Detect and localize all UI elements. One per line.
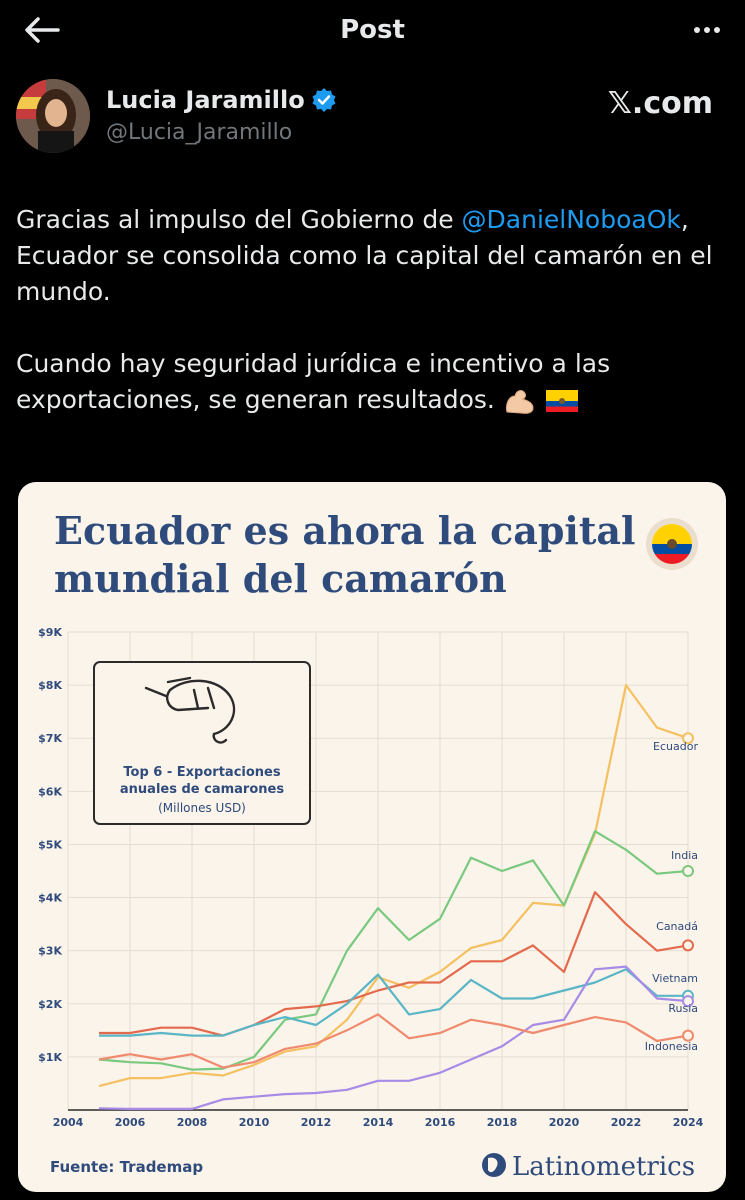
latinometrics-logo: Latinometrics [482,1152,695,1182]
y-tick-label: $7K [38,732,62,745]
avatar-image [16,79,90,153]
back-arrow-icon[interactable] [22,14,62,46]
y-tick-label: $2K [38,998,62,1011]
series-label-rusia: Rusia [668,1002,698,1015]
x-tick-label: 2012 [301,1116,332,1129]
x-tick-label: 2004 [53,1116,84,1129]
legend-title-line-1: Top 6 - Exportaciones [123,765,280,780]
author-handle[interactable]: @Lucia_Jaramillo [106,120,293,145]
y-tick-label: $3K [38,945,62,958]
legend-title-line-2: anuales de camarones [120,782,284,797]
shrimp-icon [144,676,236,744]
brand-name: Latinometrics [512,1152,695,1182]
x-tick-label: 2018 [487,1116,518,1129]
series-end-marker-ecuador [682,732,694,745]
post-paragraph-1: Gracias al impulso del Gobierno de @Dani… [16,205,713,306]
series-label-ecuador: Ecuador [653,740,698,753]
series-label-indonesia: Indonesia [645,1040,698,1053]
chart-title-line-1: Ecuador es ahora la capital [54,508,635,553]
y-tick-label: $1K [38,1051,62,1064]
top-bar: Post [0,0,745,60]
legend-unit: (Millones USD) [158,801,246,815]
mention-link[interactable]: @DanielNoboaOk [461,205,681,234]
ecuador-flag-icon [545,390,578,412]
post-paragraph-2: Cuando hay seguridad jurídica e incentiv… [16,349,611,414]
y-tick-label: $6K [38,785,62,798]
x-tick-label: 2014 [363,1116,394,1129]
x-tick-label: 2016 [425,1116,456,1129]
source-note: Fuente: Trademap [50,1158,203,1176]
more-options-icon[interactable] [687,14,727,46]
flexed-biceps-icon [505,390,534,414]
post-text: Gracias al impulso del Gobierno de @Dani… [16,202,731,418]
series-line-indonesia [98,1013,689,1069]
y-tick-label: $5K [38,838,62,851]
x-tick-label: 2024 [673,1116,704,1129]
x-tick-label: 2008 [177,1116,208,1129]
x-tick-label: 2020 [549,1116,580,1129]
shrimp-exports-chart: Ecuador es ahora la capital mundial del … [38,508,704,1182]
x-axis: 2004 2006 2008 2010 2012 2014 2016 2018 2020 2022… [53,1109,704,1129]
series-line-rusia [98,965,689,1111]
x-tick-label: 2022 [611,1116,642,1129]
verified-badge-icon [312,88,336,112]
series-end-marker-canada [682,939,694,952]
ecuador-flag-badge-icon [646,518,698,570]
series-labels: Ecuador India Canadá Vietnam Rusia Indonesia [645,740,699,1053]
series-line-india [98,830,689,1071]
series-end-marker-rusia [682,995,694,1008]
legend-box: Top 6 - Exportaciones anuales de camaron… [93,661,311,825]
y-tick-label: $8K [38,679,62,692]
series-end-marker-india [682,865,694,877]
x-tick-label: 2006 [115,1116,146,1129]
infographic-card[interactable]: Ecuador es ahora la capital mundial del … [18,482,726,1192]
series-label-vietnam: Vietnam [652,972,698,985]
page-title: Post [340,15,405,45]
series-label-canada: Canadá [656,920,698,933]
series-label-india: India [671,849,698,862]
y-axis: $1K $2K $3K $4K $5K $6K $7K $8K $9K [38,626,62,1064]
chart-series [98,684,694,1111]
y-tick-label: $9K [38,626,62,639]
x-tick-label: 2010 [239,1116,270,1129]
chart-title-line-2: mundial del camarón [54,556,507,601]
avatar[interactable] [16,79,90,153]
y-tick-label: $4K [38,892,62,905]
source-label: 𝕏.com [607,86,713,121]
series-line-canada [99,891,689,1037]
series-line-vietnam [99,968,688,1037]
series-end-marker-indonesia [682,1029,694,1042]
author-name[interactable]: Lucia Jaramillo [106,86,337,114]
